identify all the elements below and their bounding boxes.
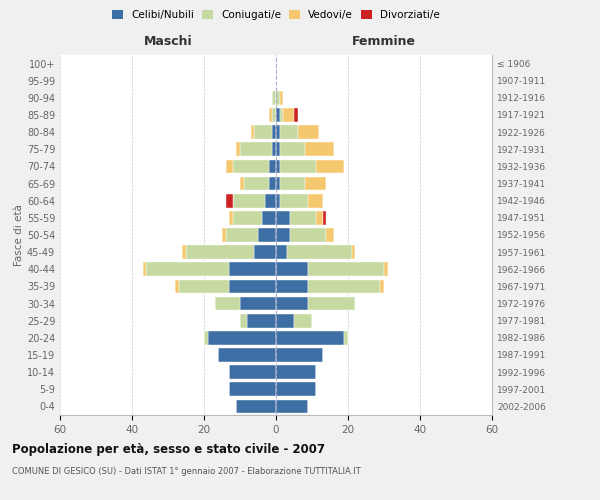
Bar [272, 91, 276, 104]
Bar [229, 382, 276, 396]
Bar [258, 228, 276, 242]
Bar [276, 348, 323, 362]
Bar [276, 262, 308, 276]
Bar [269, 160, 276, 173]
Bar [276, 91, 280, 104]
Bar [276, 246, 287, 259]
Bar [265, 194, 276, 207]
Bar [326, 228, 334, 242]
Bar [254, 246, 276, 259]
Bar [280, 108, 283, 122]
Bar [262, 211, 276, 224]
Bar [254, 126, 272, 139]
Bar [229, 280, 276, 293]
Text: COMUNE DI GESICO (SU) - Dati ISTAT 1° gennaio 2007 - Elaborazione TUTTITALIA.IT: COMUNE DI GESICO (SU) - Dati ISTAT 1° ge… [12, 468, 361, 476]
Bar [305, 176, 326, 190]
Bar [182, 246, 186, 259]
Bar [229, 366, 276, 379]
Bar [222, 228, 226, 242]
Bar [316, 211, 323, 224]
Bar [276, 366, 316, 379]
Bar [143, 262, 146, 276]
Bar [226, 160, 233, 173]
Bar [276, 194, 280, 207]
Bar [247, 314, 276, 328]
Bar [276, 228, 290, 242]
Bar [236, 400, 276, 413]
Bar [308, 262, 384, 276]
Bar [290, 211, 316, 224]
Bar [308, 194, 323, 207]
Bar [146, 262, 229, 276]
Bar [240, 176, 244, 190]
Bar [276, 382, 316, 396]
Text: Femmine: Femmine [352, 35, 416, 48]
Bar [305, 142, 334, 156]
Bar [294, 108, 298, 122]
Bar [229, 262, 276, 276]
Bar [276, 280, 308, 293]
Bar [233, 211, 262, 224]
Bar [384, 262, 388, 276]
Bar [215, 296, 240, 310]
Bar [290, 228, 326, 242]
Bar [323, 211, 326, 224]
Bar [280, 142, 305, 156]
Bar [186, 246, 254, 259]
Bar [226, 228, 258, 242]
Bar [179, 280, 229, 293]
Bar [236, 142, 240, 156]
Bar [280, 160, 316, 173]
Bar [240, 314, 247, 328]
Bar [276, 108, 280, 122]
Bar [280, 176, 305, 190]
Bar [276, 176, 280, 190]
Bar [276, 160, 280, 173]
Bar [218, 348, 276, 362]
Bar [233, 194, 265, 207]
Bar [269, 108, 272, 122]
Bar [283, 108, 294, 122]
Bar [233, 160, 269, 173]
Bar [294, 314, 312, 328]
Bar [244, 176, 269, 190]
Bar [276, 126, 280, 139]
Bar [276, 142, 280, 156]
Bar [229, 211, 233, 224]
Bar [280, 91, 283, 104]
Bar [316, 160, 344, 173]
Bar [204, 331, 208, 344]
Bar [344, 331, 348, 344]
Bar [276, 400, 308, 413]
Bar [272, 126, 276, 139]
Text: Popolazione per età, sesso e stato civile - 2007: Popolazione per età, sesso e stato civil… [12, 442, 325, 456]
Bar [240, 296, 276, 310]
Bar [208, 331, 276, 344]
Bar [287, 246, 352, 259]
Bar [276, 296, 308, 310]
Bar [276, 331, 344, 344]
Legend: Celibi/Nubili, Coniugati/e, Vedovi/e, Divorziati/e: Celibi/Nubili, Coniugati/e, Vedovi/e, Di… [110, 8, 442, 22]
Bar [272, 108, 276, 122]
Bar [352, 246, 355, 259]
Bar [175, 280, 179, 293]
Bar [251, 126, 254, 139]
Bar [298, 126, 319, 139]
Text: Maschi: Maschi [143, 35, 193, 48]
Bar [276, 314, 294, 328]
Bar [280, 126, 298, 139]
Bar [280, 194, 308, 207]
Bar [308, 280, 380, 293]
Bar [226, 194, 233, 207]
Bar [276, 211, 290, 224]
Bar [240, 142, 272, 156]
Bar [380, 280, 384, 293]
Bar [269, 176, 276, 190]
Bar [272, 142, 276, 156]
Bar [308, 296, 355, 310]
Y-axis label: Fasce di età: Fasce di età [14, 204, 24, 266]
